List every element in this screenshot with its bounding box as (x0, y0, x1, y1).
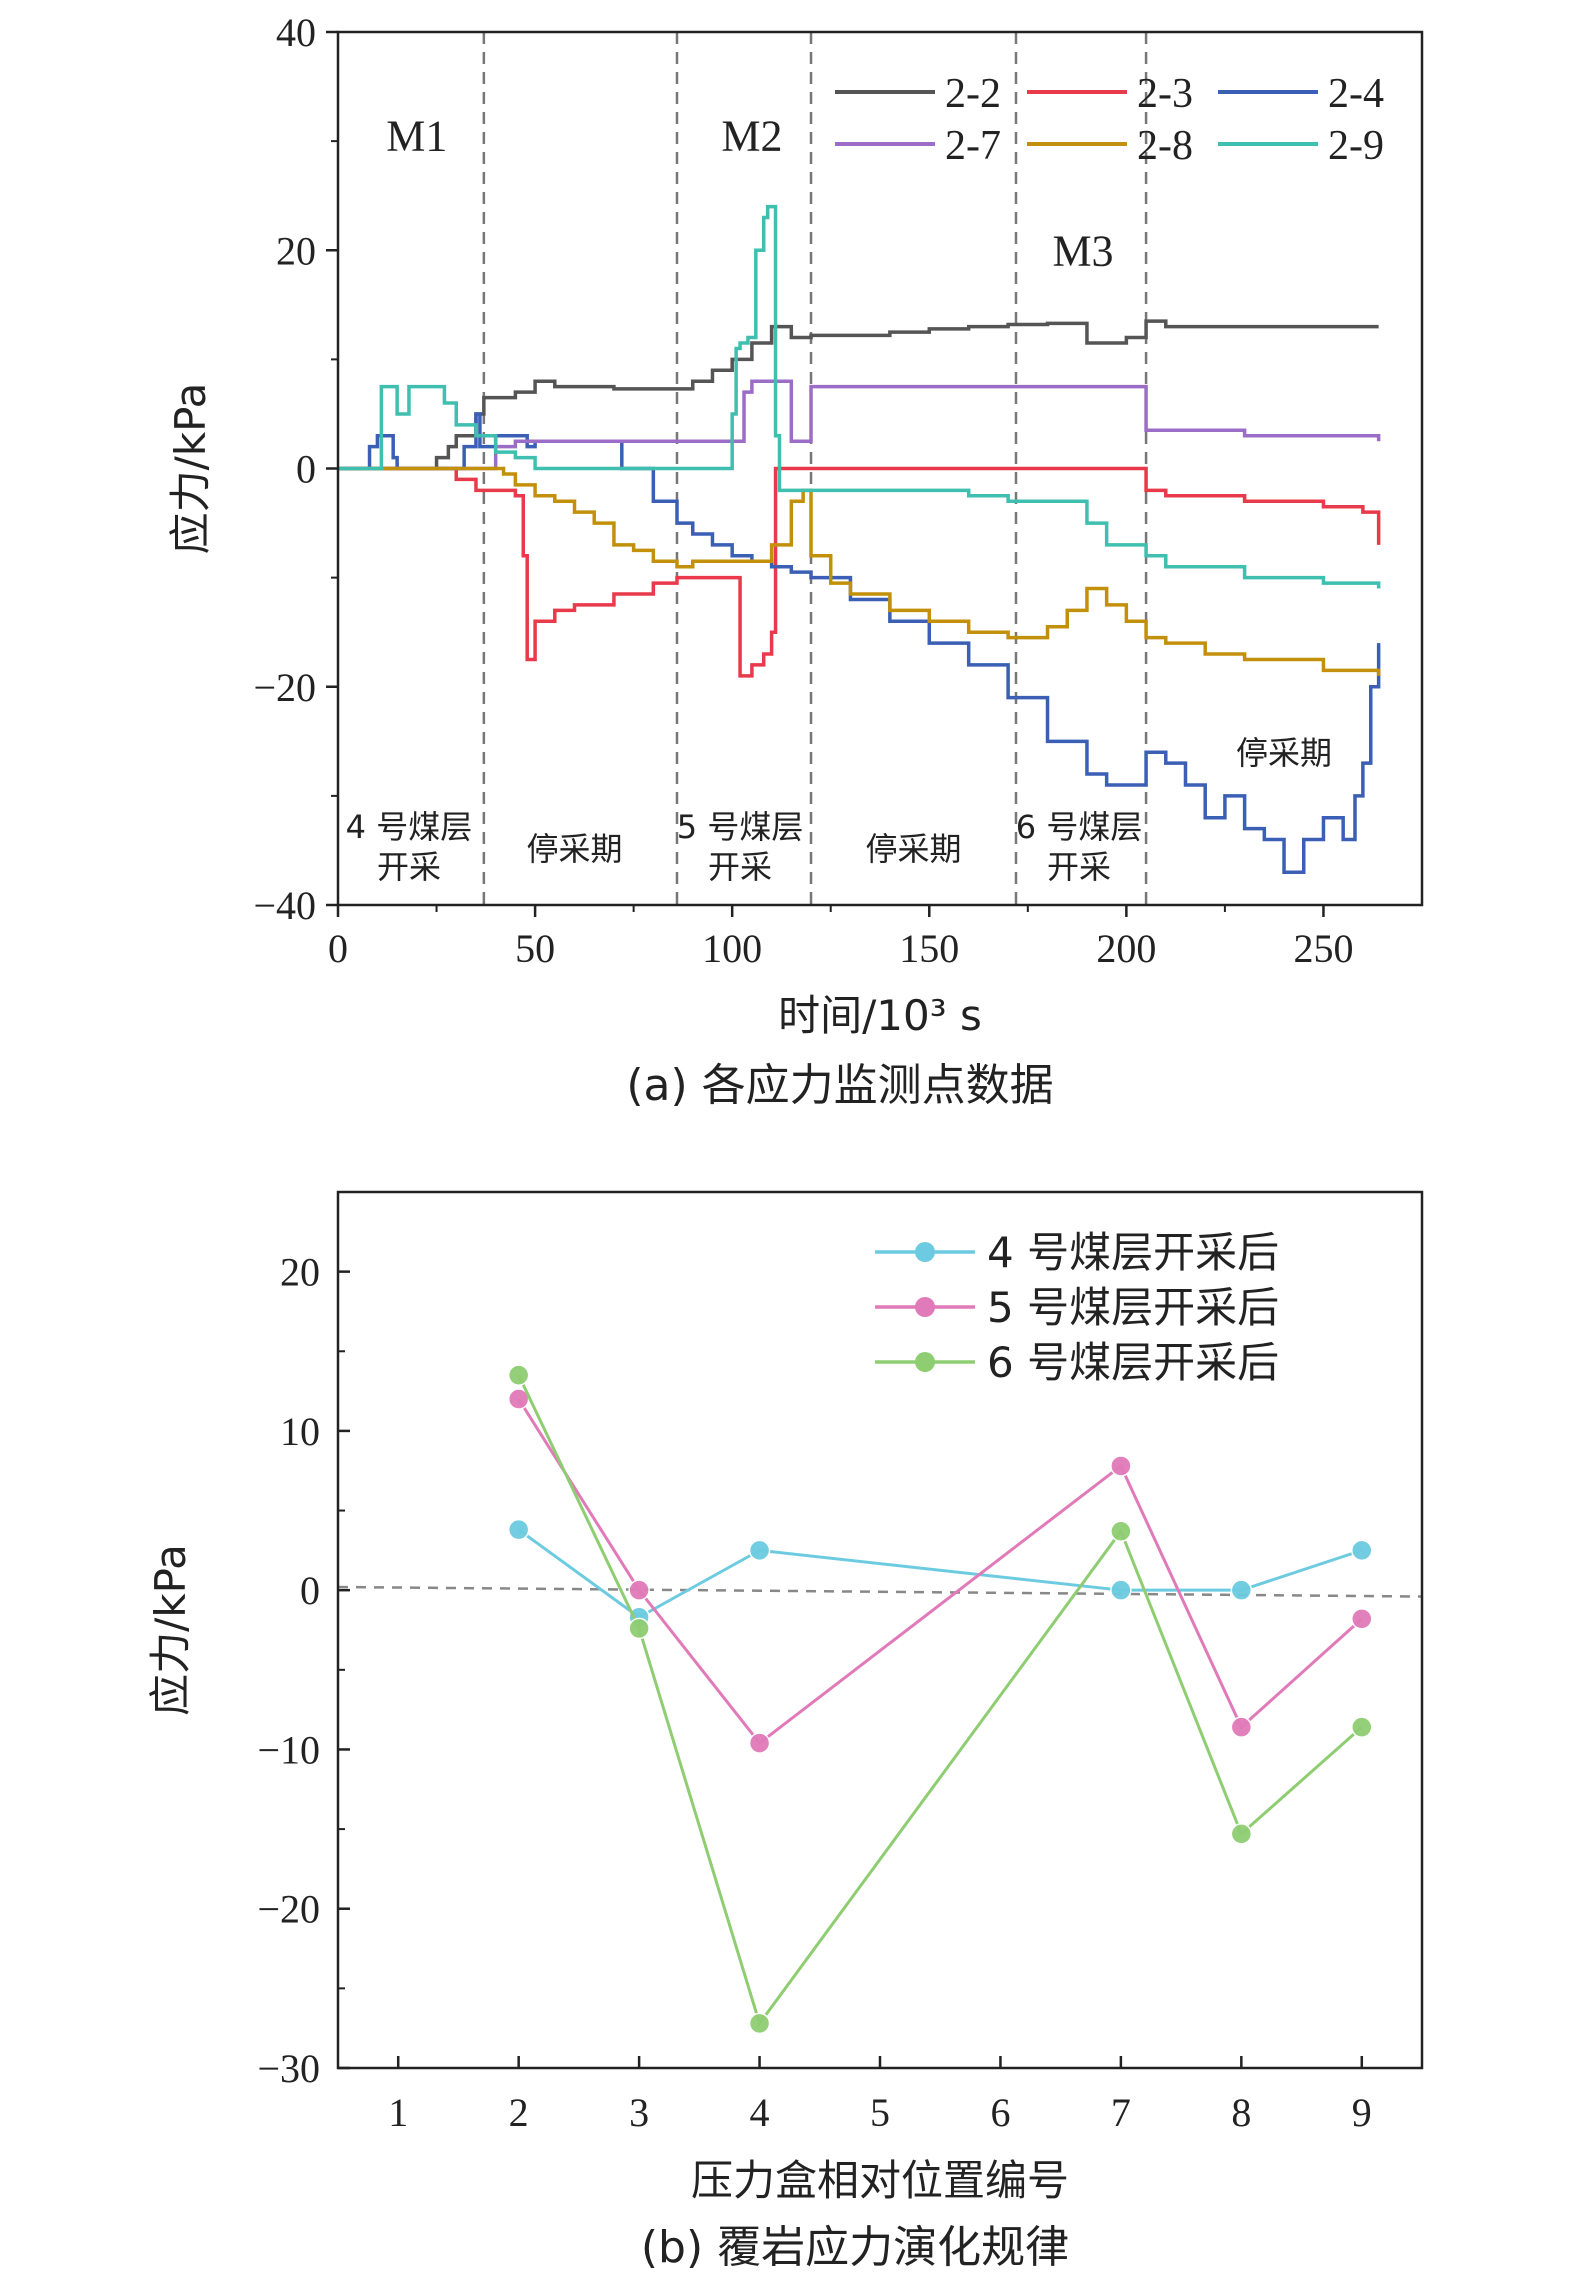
data-point (1110, 1520, 1132, 1543)
legend-label: 2-3 (1137, 71, 1193, 117)
series-lines (338, 204, 1381, 875)
legend: 2-2 2-3 2-4 2-7 2-8 2-9 (835, 71, 1384, 169)
x-axis-label: 时间/10³ s (778, 991, 982, 1040)
y-axis-label: 应力/kPa (166, 383, 215, 555)
x-tick-label: 3 (629, 2090, 649, 2135)
x-tick-label: 50 (515, 926, 555, 971)
data-point (748, 1539, 771, 1562)
data-point (1351, 1716, 1373, 1738)
data-point (507, 1518, 530, 1541)
phase-region-label: 开采 (1047, 848, 1111, 886)
zero-reference-line (337, 1585, 1423, 1598)
legend-marker (915, 1242, 935, 1262)
data-point (628, 1617, 650, 1640)
phase-region-label: 开采 (377, 848, 441, 886)
y-tick-label: 0 (296, 447, 316, 492)
data-point (1351, 1608, 1373, 1630)
x-tick-label: 6 (990, 2090, 1010, 2135)
legend-label: 2-2 (945, 71, 1001, 117)
data-point (628, 1579, 650, 1601)
phase-label-M1: M1 (386, 112, 447, 161)
x-tick-label: 9 (1352, 2090, 1372, 2135)
x-tick-label: 250 (1293, 926, 1353, 971)
series-line-2-4 (338, 412, 1381, 875)
legend-label: 5 号煤层开采后 (987, 1283, 1279, 1332)
legend: 4 号煤层开采后 5 号煤层开采后 6 号煤层开采后 (875, 1228, 1279, 1387)
legend-marker (915, 1352, 935, 1372)
phase-region-label: 4 号煤层 (346, 808, 473, 846)
legend-label: 2-4 (1328, 71, 1384, 117)
data-point (1230, 1716, 1253, 1738)
y-axis-label: 应力/kPa (146, 1544, 195, 1716)
legend-label: 2-7 (945, 123, 1001, 169)
x-tick-label: 150 (899, 926, 959, 971)
y-tick-label: 0 (300, 1568, 320, 1613)
x-tick-label: 4 (750, 2090, 770, 2135)
y-tick-label: −20 (257, 1887, 320, 1932)
x-axis-label: 压力盒相对位置编号 (691, 2156, 1069, 2205)
data-point (1230, 1579, 1253, 1601)
data-point (1351, 1539, 1373, 1562)
phase-region-label: 开采 (708, 848, 772, 886)
data-point (507, 1364, 530, 1386)
phase-labels-top: M1 M2 M3 (386, 112, 1113, 276)
caption: (a) 各应力监测点数据 (626, 1060, 1053, 1111)
series-line (517, 1398, 1363, 1746)
y-tick-label: 10 (280, 1409, 320, 1454)
phase-region-label: 5 号煤层 (677, 808, 804, 846)
data-point (1110, 1455, 1132, 1477)
axis-ticks: 1 2 3 4 5 6 7 8 9 −30 −20 −10 0 10 20 (257, 1250, 1371, 2135)
data-point (748, 1732, 771, 1754)
series-line-2-7 (338, 379, 1381, 471)
x-tick-label: 0 (328, 926, 348, 971)
panel-b: 1 2 3 4 5 6 7 8 9 −30 −20 −10 0 10 20 4 号煤层开采后 5 号煤层开采后… (146, 1190, 1424, 2273)
y-tick-label: −40 (253, 883, 316, 928)
legend-marker (915, 1297, 935, 1317)
y-tick-label: −20 (253, 665, 316, 710)
phase-label-M3: M3 (1052, 226, 1113, 275)
x-tick-label: 1 (388, 2090, 408, 2135)
y-tick-label: 20 (276, 228, 316, 273)
x-tick-label: 8 (1231, 2090, 1251, 2135)
series-line-2-9 (338, 204, 1381, 589)
y-tick-label: 20 (280, 1250, 320, 1295)
stop-period-label: 停采期 (1236, 734, 1332, 772)
caption: (b) 覆岩应力演化规律 (641, 2222, 1069, 2273)
data-point (748, 2012, 771, 2035)
data-point (1230, 1823, 1253, 1845)
legend-label: 6 号煤层开采后 (987, 1338, 1279, 1387)
legend-label: 4 号煤层开采后 (987, 1228, 1279, 1277)
phase-label-M2: M2 (721, 112, 782, 161)
axis-ticks: 0 50 100 150 200 250 −40 −20 0 20 40 (253, 10, 1353, 971)
y-tick-label: −30 (257, 2046, 320, 2091)
x-tick-label: 5 (870, 2090, 890, 2135)
phase-region-label: 停采期 (527, 830, 623, 868)
x-tick-label: 100 (702, 926, 762, 971)
x-tick-label: 200 (1096, 926, 1156, 971)
y-tick-label: 40 (276, 10, 316, 55)
y-tick-label: −10 (257, 1727, 320, 1772)
series-line (517, 1374, 1363, 2027)
series-lines (507, 1364, 1373, 2035)
x-tick-label: 2 (509, 2090, 529, 2135)
legend-label: 2-8 (1137, 123, 1193, 169)
series-line-2-8 (338, 466, 1381, 676)
data-point (1110, 1579, 1132, 1601)
x-tick-label: 7 (1111, 2090, 1131, 2135)
series-line (517, 1528, 1363, 1620)
phase-region-label: 停采期 (865, 830, 961, 868)
phase-region-label: 6 号煤层 (1016, 808, 1143, 846)
series-line-2-3 (338, 466, 1381, 678)
legend-label: 2-9 (1328, 123, 1384, 169)
